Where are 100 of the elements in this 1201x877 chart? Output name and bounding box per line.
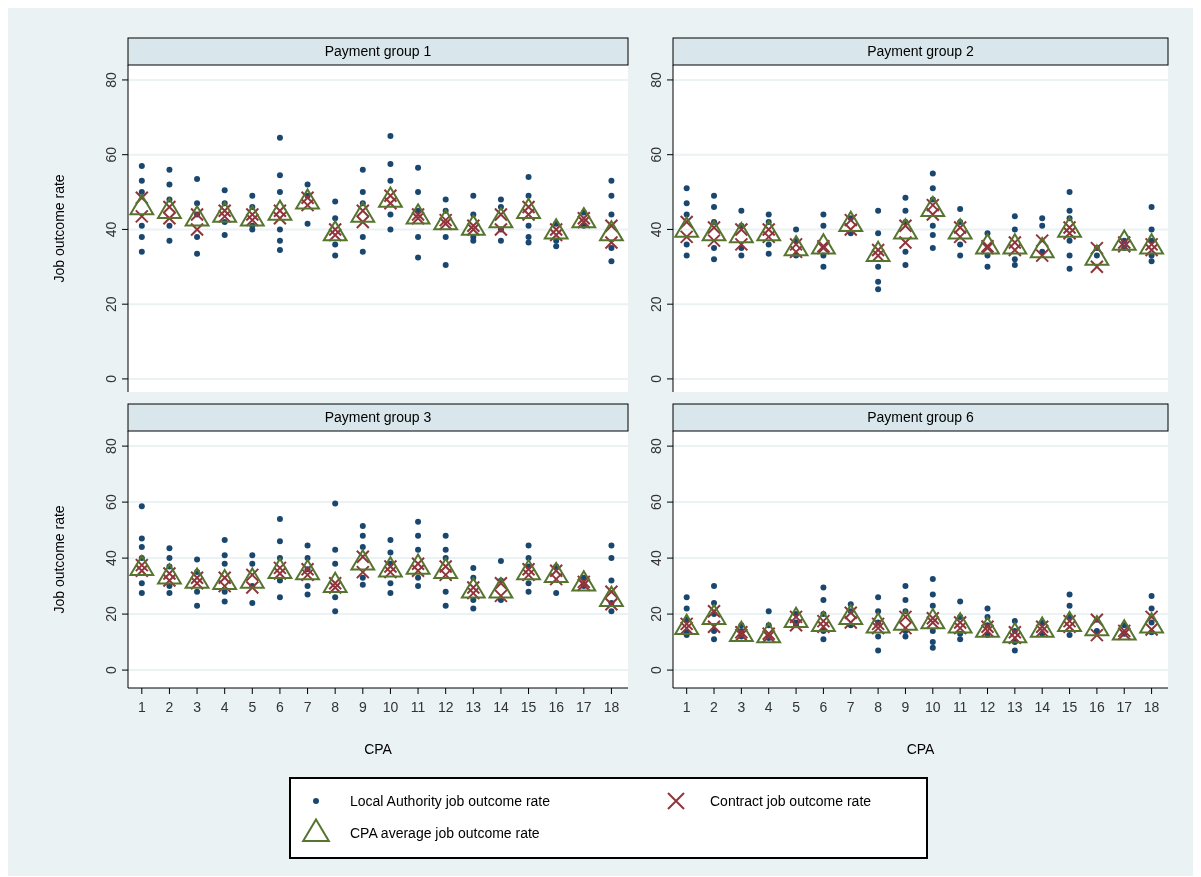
x-tick-label: 18 [603, 699, 620, 715]
x-tick-label: 3 [737, 699, 746, 715]
x-tick-label: 17 [1116, 699, 1133, 715]
x-tick-label: 16 [548, 699, 565, 715]
y-axis-title: Job outcome rate [51, 505, 67, 614]
point [604, 235, 619, 250]
chart-title: Payment group 1 [324, 43, 432, 59]
x-tick-label: 3 [193, 699, 202, 715]
point [1029, 236, 1055, 259]
x-tick-label: 12 [437, 699, 454, 715]
x-tick-label: 7 [303, 699, 312, 715]
y-tick-label: 80 [103, 438, 119, 454]
point [162, 211, 177, 226]
point [190, 222, 205, 237]
x-tick-label: 17 [576, 699, 592, 715]
x-tick-label: 5 [248, 699, 257, 715]
y-tick-label: 40 [648, 221, 664, 238]
chart-title: Payment group 2 [867, 43, 975, 59]
x-tick-label: 4 [764, 699, 773, 715]
point [756, 622, 782, 644]
y-tick-label: 80 [103, 71, 119, 88]
point [975, 233, 1000, 255]
x-tick-label: 8 [331, 699, 340, 715]
x-tick-label: 5 [792, 699, 801, 715]
x-tick-label: 8 [874, 699, 883, 715]
y-tick-label: 0 [103, 665, 119, 674]
point [920, 195, 946, 218]
y-tick-label: 0 [648, 665, 664, 674]
y-tick-label: 0 [648, 374, 664, 383]
point [295, 559, 320, 581]
point [953, 229, 968, 244]
x-axis-title: CPA [364, 741, 393, 757]
x-tick-label: 10 [382, 699, 399, 715]
point [129, 194, 155, 216]
point [493, 588, 508, 603]
point [898, 621, 913, 636]
point [129, 554, 155, 577]
y-tick-label: 60 [648, 494, 664, 510]
x-tick-label: 18 [1143, 699, 1160, 715]
point [1002, 622, 1028, 644]
legend-label: Local Authority job outcome rate [350, 793, 551, 809]
point [1084, 244, 1110, 266]
point [493, 222, 508, 237]
point [893, 218, 918, 240]
point [734, 237, 749, 252]
point [947, 218, 973, 240]
point [947, 612, 973, 634]
point [843, 222, 858, 237]
y-tick-label: 40 [103, 221, 119, 238]
x-tick-label: 4 [220, 699, 229, 715]
y-tick-label: 20 [103, 296, 119, 312]
x-tick-label: 10 [925, 699, 941, 715]
y-tick-label: 0 [103, 374, 119, 383]
point [756, 220, 782, 242]
y-tick-label: 80 [648, 71, 664, 88]
point [157, 563, 182, 585]
x-tick-label: 1 [137, 699, 146, 715]
y-tick-label: 40 [103, 550, 119, 566]
point [920, 608, 946, 630]
point [1139, 612, 1164, 634]
x-tick-label: 16 [1089, 699, 1105, 715]
y-tick-label: 40 [648, 550, 664, 566]
point [245, 580, 260, 595]
x-tick-label: 6 [276, 699, 285, 715]
point [701, 220, 727, 242]
y-tick-label: 60 [103, 494, 119, 510]
point [728, 222, 754, 244]
x-tick-label: 15 [1061, 699, 1078, 715]
y-tick-label: 60 [103, 146, 119, 163]
point [674, 216, 700, 238]
x-tick-label: 11 [410, 699, 426, 715]
point [1111, 619, 1137, 641]
point [707, 619, 722, 634]
y-tick-label: 20 [648, 606, 664, 622]
point [679, 229, 694, 244]
x-tick-label: 11 [952, 699, 968, 715]
point [707, 233, 722, 248]
point [1057, 216, 1082, 238]
point [789, 618, 804, 633]
point [350, 549, 376, 571]
y-tick-label: 80 [648, 438, 664, 454]
point [1002, 233, 1028, 255]
x-tick-label: 9 [901, 699, 910, 715]
y-tick-label: 20 [648, 296, 664, 312]
point [1089, 628, 1104, 643]
point [1139, 233, 1164, 255]
point [1111, 229, 1137, 251]
x-tick-label: 12 [979, 699, 996, 715]
point [405, 553, 431, 575]
x-tick-label: 15 [520, 699, 537, 715]
point [378, 556, 403, 578]
point [272, 211, 287, 226]
x-axis-title: CPA [906, 741, 936, 757]
y-tick-label: 60 [648, 146, 664, 163]
point [783, 235, 809, 257]
point [543, 561, 569, 584]
x-tick-label: 2 [165, 699, 174, 715]
x-tick-label: 9 [358, 699, 367, 715]
x-tick-label: 2 [710, 699, 719, 715]
x-tick-label: 14 [1034, 699, 1051, 715]
